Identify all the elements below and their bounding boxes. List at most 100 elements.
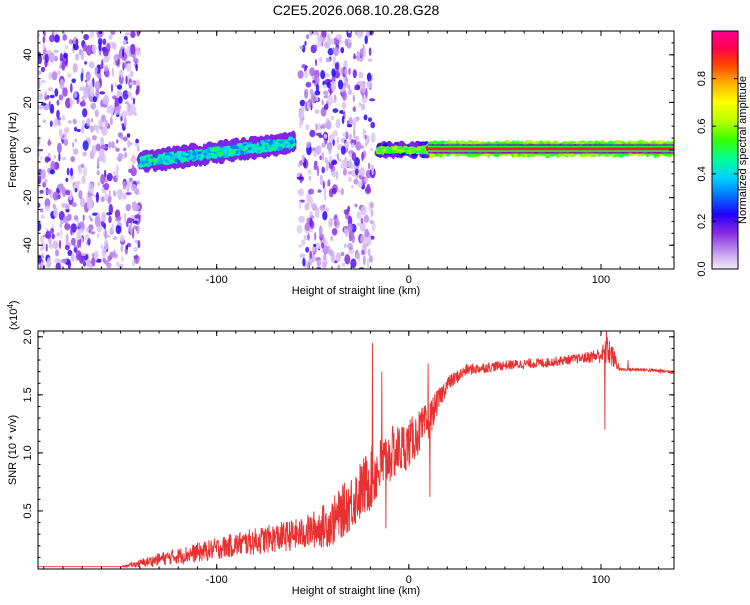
heatmap-noise-cell: [367, 235, 372, 245]
heatmap-noise-cell: [90, 125, 94, 133]
heatmap-noise-cell: [370, 132, 376, 143]
heatmap-noise-cell: [127, 91, 132, 96]
heatmap-noise-cell: [321, 41, 324, 47]
heatmap-noise-cell: [304, 40, 307, 47]
heatmap-noise-cell: [97, 258, 102, 263]
heatmap-noise-cell: [113, 236, 118, 241]
heatmap-noise-cell: [133, 204, 140, 211]
heatmap-band-cell: [257, 147, 262, 151]
heatmap-noise-cell: [357, 31, 364, 38]
heatmap-noise-cell: [320, 70, 325, 80]
heatmap-noise-cell: [341, 115, 345, 125]
heatmap-noise-cell: [122, 39, 127, 46]
heatmap-noise-cell: [40, 169, 46, 180]
y-tick-label: 0.5: [22, 503, 34, 518]
heatmap-noise-cell: [348, 176, 352, 183]
heatmap-noise-cell: [67, 259, 71, 269]
heatmap-noise-cell: [52, 203, 57, 210]
heatmap-noise-cell: [48, 138, 51, 146]
heatmap-noise-cell: [370, 208, 374, 218]
heatmap-noise-cell: [134, 214, 141, 219]
heatmap-noise-cell: [299, 45, 304, 50]
heatmap-band-cell: [280, 139, 284, 145]
snr-xlabel: Height of straight line (km): [292, 585, 420, 597]
heatmap-noise-cell: [68, 39, 74, 45]
heatmap-noise-cell: [85, 227, 89, 233]
heatmap-band-cell: [222, 150, 227, 155]
heatmap-noise-cell: [100, 99, 103, 108]
heatmap-noise-cell: [84, 234, 89, 241]
heatmap-noise-cell: [335, 118, 341, 129]
heatmap-noise-cell: [305, 246, 310, 253]
heatmap-noise-cell: [315, 124, 318, 132]
heatmap-noise-cell: [92, 77, 95, 88]
heatmap-noise-cell: [326, 94, 333, 106]
snr-multiplier: (x104): [6, 300, 20, 330]
heatmap-noise-cell: [86, 74, 90, 83]
heatmap-noise-cell: [306, 101, 310, 110]
heatmap-noise-cell: [318, 225, 323, 237]
heatmap-noise-cell: [332, 108, 339, 113]
heatmap-noise-cell: [116, 216, 122, 220]
heatmap-band-cell: [239, 146, 244, 150]
heatmap-noise-cell: [348, 171, 353, 175]
heatmap-noise-cell: [94, 81, 101, 91]
heatmap-noise-cell: [44, 96, 50, 100]
heatmap-noise-cell: [64, 44, 69, 50]
heatmap-band-cell: [158, 158, 163, 164]
heatmap-noise-cell: [80, 72, 84, 82]
heatmap-noise-cell: [315, 58, 317, 67]
heatmap-noise-cell: [76, 231, 81, 240]
heatmap-band-cell: [195, 154, 201, 159]
heatmap-noise-cell: [135, 89, 138, 96]
heatmap-noise-cell: [44, 198, 51, 209]
heatmap-noise-cell: [62, 134, 65, 138]
heatmap-band-cell: [143, 160, 150, 164]
heatmap-noise-cell: [86, 199, 93, 210]
heatmap-noise-cell: [132, 220, 139, 224]
heatmap-noise-cell: [368, 58, 373, 62]
heatmap-noise-cell: [317, 189, 322, 193]
heatmap-noise-cell: [46, 188, 52, 195]
heatmap-noise-cell: [309, 250, 313, 261]
heatmap-noise-cell: [136, 31, 141, 37]
colorbar-label: Normalized spectral amplitude: [737, 76, 749, 224]
x-tick-label: 0: [406, 574, 412, 586]
heatmap-noise-cell: [120, 69, 123, 79]
heatmap-noise-cell: [120, 116, 123, 122]
heatmap-noise-cell: [129, 70, 134, 78]
heatmap-noise-cell: [60, 221, 64, 224]
heatmap-noise-cell: [100, 137, 105, 147]
heatmap-noise-cell: [97, 38, 103, 46]
heatmap-noise-cell: [102, 184, 108, 188]
heatmap-noise-cell: [138, 210, 142, 215]
heatmap-noise-cell: [361, 151, 364, 162]
heatmap-noise-cell: [96, 126, 100, 134]
heatmap-noise-cell: [93, 250, 99, 261]
heatmap-band-cell: [197, 151, 202, 155]
heatmap-noise-cell: [332, 139, 335, 147]
heatmap-noise-cell: [301, 118, 304, 126]
heatmap-noise-cell: [331, 228, 338, 236]
heatmap-noise-cell: [130, 43, 136, 55]
heatmap-noise-cell: [118, 74, 124, 85]
heatmap-noise-cell: [52, 191, 59, 201]
heatmap-noise-cell: [309, 67, 315, 77]
spectrogram-xlabel: Height of straight line (km): [292, 285, 420, 297]
heatmap-noise-cell: [305, 34, 310, 40]
heatmap-noise-cell: [328, 218, 332, 228]
heatmap-noise-cell: [133, 97, 135, 105]
heatmap-noise-cell: [81, 252, 86, 256]
heatmap-noise-cell: [65, 177, 69, 182]
heatmap-noise-cell: [74, 187, 78, 193]
heatmap-noise-cell: [81, 124, 85, 135]
heatmap-noise-cell: [110, 141, 115, 149]
heatmap-noise-cell: [323, 240, 329, 246]
heatmap-noise-cell: [80, 163, 85, 168]
heatmap-noise-cell: [44, 205, 51, 211]
heatmap-noise-cell: [334, 221, 337, 227]
heatmap-band-cell: [282, 140, 287, 146]
heatmap-noise-cell: [86, 193, 89, 202]
heatmap-noise-cell: [88, 224, 94, 231]
heatmap-noise-cell: [351, 152, 357, 162]
